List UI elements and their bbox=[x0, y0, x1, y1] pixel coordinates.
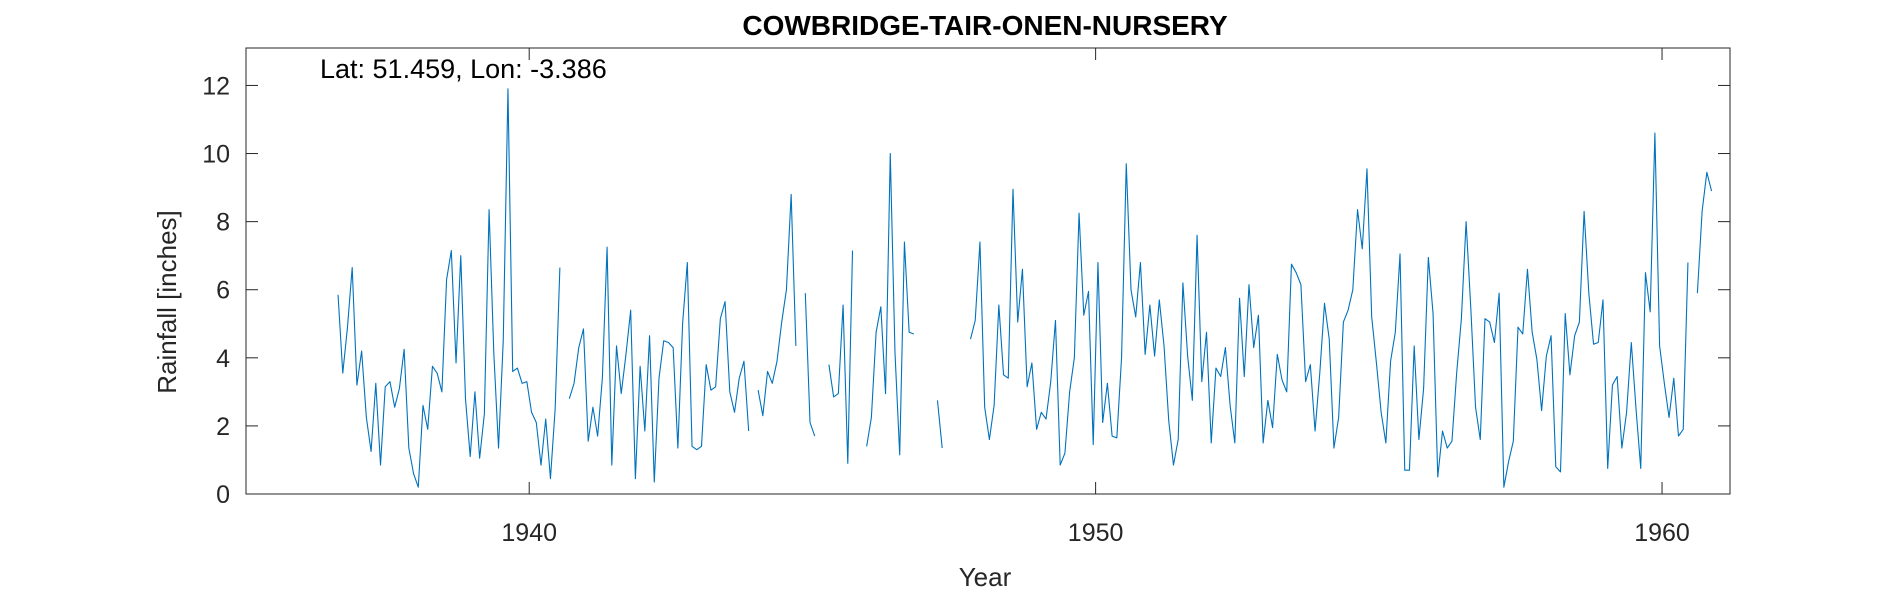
y-tick-label: 2 bbox=[216, 413, 230, 441]
y-tick-label: 4 bbox=[216, 345, 230, 373]
plot-area bbox=[246, 48, 1730, 494]
plot-frame bbox=[245, 47, 1731, 495]
chart-title: COWBRIDGE-TAIR-ONEN-NURSERY bbox=[742, 10, 1228, 41]
x-axis-label: Year bbox=[959, 562, 1012, 591]
x-tick-label: 1940 bbox=[501, 519, 557, 547]
y-tick-label: 8 bbox=[216, 209, 230, 237]
y-tick-label: 6 bbox=[216, 277, 230, 305]
y-tick-label: 12 bbox=[202, 72, 230, 100]
x-tick-label: 1950 bbox=[1068, 519, 1124, 547]
x-tick-label: 1960 bbox=[1634, 519, 1690, 547]
axis-ticks bbox=[246, 48, 1730, 495]
tick-labels: 0 2 4 6 8 10 12 1940 1950 1960 bbox=[202, 72, 1690, 547]
y-axis-label: Rainfall [inches] bbox=[152, 210, 182, 394]
y-tick-label: 10 bbox=[202, 141, 230, 169]
y-tick-label: 0 bbox=[216, 481, 230, 509]
location-annotation: Lat: 51.459, Lon: -3.386 bbox=[320, 54, 607, 84]
rainfall-series-line bbox=[337, 88, 1713, 488]
